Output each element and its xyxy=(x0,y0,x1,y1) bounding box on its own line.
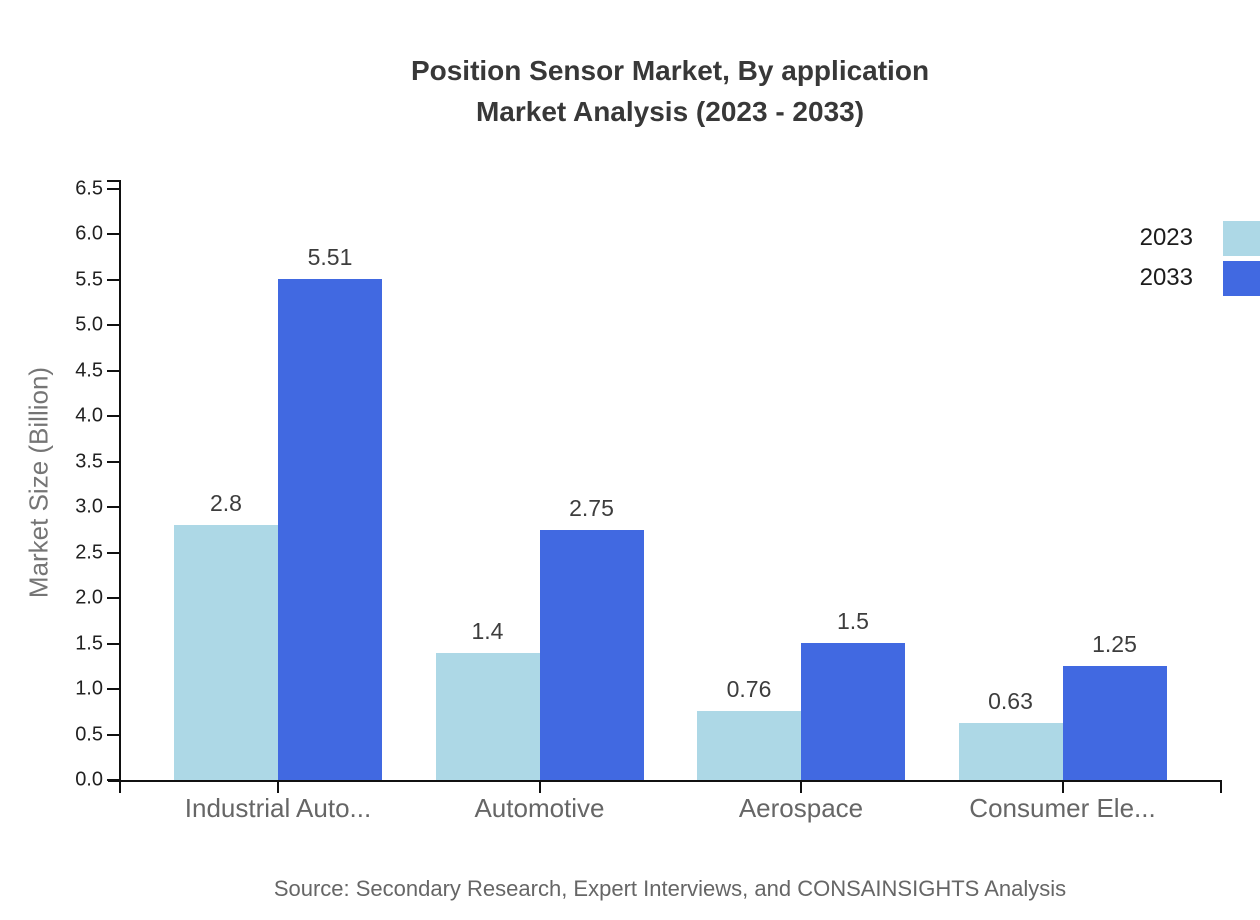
y-tick-mark xyxy=(107,278,120,281)
bar-2023-4 xyxy=(958,723,1063,780)
y-tick-label: 4.5 xyxy=(75,359,103,381)
bar-2023-1 xyxy=(174,525,278,780)
y-tick-mark xyxy=(107,688,120,690)
legend-label-2023: 2023 xyxy=(1139,224,1193,251)
y-tick-label: 0.5 xyxy=(75,723,103,745)
bar-value-label: 0.76 xyxy=(726,676,772,702)
y-axis-line xyxy=(119,180,121,793)
x-tick-mark xyxy=(800,781,802,793)
bar-value-label: 2.75 xyxy=(569,495,614,521)
category-label: Industrial Auto... xyxy=(184,793,372,823)
category-label: Aerospace xyxy=(738,793,864,823)
y-tick-label: 5.0 xyxy=(75,313,103,336)
x-tick-mark xyxy=(538,781,541,793)
y-tick-mark xyxy=(107,779,120,781)
y-tick-mark xyxy=(107,597,120,599)
y-tick-label: 1.0 xyxy=(75,677,103,700)
category-label: Consumer Ele... xyxy=(969,793,1156,823)
y-tick-mark xyxy=(107,187,120,190)
y-tick-mark xyxy=(107,733,120,736)
legend-swatch-2033 xyxy=(1223,261,1260,296)
y-tick-label: 1.5 xyxy=(75,632,103,654)
bar-2023-3 xyxy=(697,711,801,780)
y-tick-mark xyxy=(107,460,120,463)
x-tick-mark xyxy=(277,781,279,793)
chart-title-line1: Position Sensor Market, By application xyxy=(410,55,930,86)
y-tick-label: 5.5 xyxy=(75,268,103,290)
y-tick-mark xyxy=(107,415,120,417)
chart-title-line2: Market Analysis (2023 - 2033) xyxy=(475,96,865,127)
category-label: Automotive xyxy=(474,793,605,823)
source-note: Source: Secondary Research, Expert Inter… xyxy=(273,876,1067,901)
bar-value-label: 1.4 xyxy=(471,618,504,644)
y-tick-mark xyxy=(107,369,120,372)
y-tick-mark xyxy=(107,506,120,508)
x-axis-endcap-tick xyxy=(1220,781,1222,793)
y-tick-label: 6.0 xyxy=(75,222,103,245)
y-tick-label: 2.0 xyxy=(75,586,103,609)
bar-value-label: 5.51 xyxy=(307,244,353,270)
bar-value-label: 1.5 xyxy=(837,608,869,634)
bar-value-label: 0.63 xyxy=(988,688,1033,714)
x-tick-mark xyxy=(1061,781,1064,793)
chart-title: Position Sensor Market, By application M… xyxy=(80,50,1260,132)
y-axis-endcap-tick xyxy=(107,180,120,182)
y-tick-label: 3.0 xyxy=(75,495,103,518)
y-tick-label: 4.0 xyxy=(75,404,103,427)
bar-value-label: 2.8 xyxy=(210,490,242,516)
y-tick-mark xyxy=(107,551,120,554)
y-tick-label: 2.5 xyxy=(75,541,103,563)
y-tick-label: 3.5 xyxy=(75,450,103,472)
legend-swatch-2023 xyxy=(1223,221,1260,256)
bar-2033-2 xyxy=(539,530,644,780)
y-tick-mark xyxy=(107,233,120,235)
bar-2023-2 xyxy=(435,653,540,780)
bar-2033-1 xyxy=(278,279,382,780)
y-tick-label: 6.5 xyxy=(75,177,103,199)
y-tick-mark xyxy=(107,642,120,645)
legend-label-2033: 2033 xyxy=(1139,264,1193,291)
bar-2033-4 xyxy=(1062,666,1167,780)
bar-value-label: 1.25 xyxy=(1092,631,1137,657)
bar-2033-3 xyxy=(801,643,905,780)
y-tick-mark xyxy=(107,324,120,326)
x-axis-line xyxy=(108,780,1222,782)
y-tick-label: 0.0 xyxy=(75,768,103,791)
